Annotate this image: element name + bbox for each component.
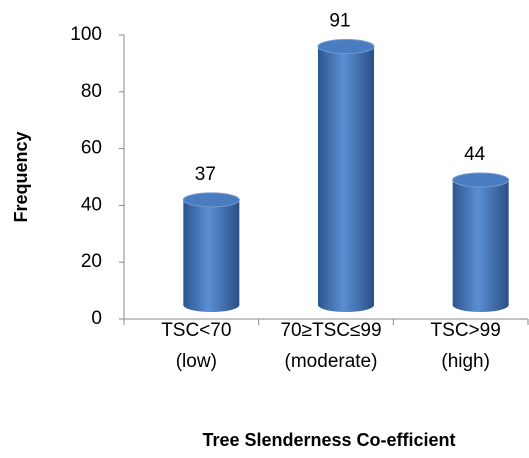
y-tick-label: 60 [81,138,102,159]
x-tick-label: 70≥TSC≤99 [280,320,381,341]
data-label: 44 [464,144,486,165]
bar [452,180,509,305]
x-tick-label: TSC>99 [431,320,501,341]
bar [318,46,374,306]
bar-top [317,39,375,55]
x-tick-label: (moderate) [285,351,378,372]
y-tick-label: 20 [81,251,102,272]
y-tick-label: 100 [70,24,102,45]
x-tick-label: (low) [176,351,217,372]
y-tick-label: 80 [81,81,102,102]
bar-base [318,298,374,312]
x-axis-title: Tree Slenderness Co-efficient [202,430,455,450]
y-tick-label: 40 [81,194,102,215]
bar-top [452,172,510,188]
bar-base [452,298,509,312]
bar-top [182,192,240,208]
data-label: 91 [329,11,350,32]
x-tick-label: TSC<70 [161,320,231,341]
bar [183,199,240,305]
data-label: 37 [195,164,216,185]
x-tick-label: (high) [441,351,490,372]
y-axis-title: Frequency [11,131,31,222]
bar-base [183,298,240,312]
y-tick-label: 0 [91,308,102,329]
